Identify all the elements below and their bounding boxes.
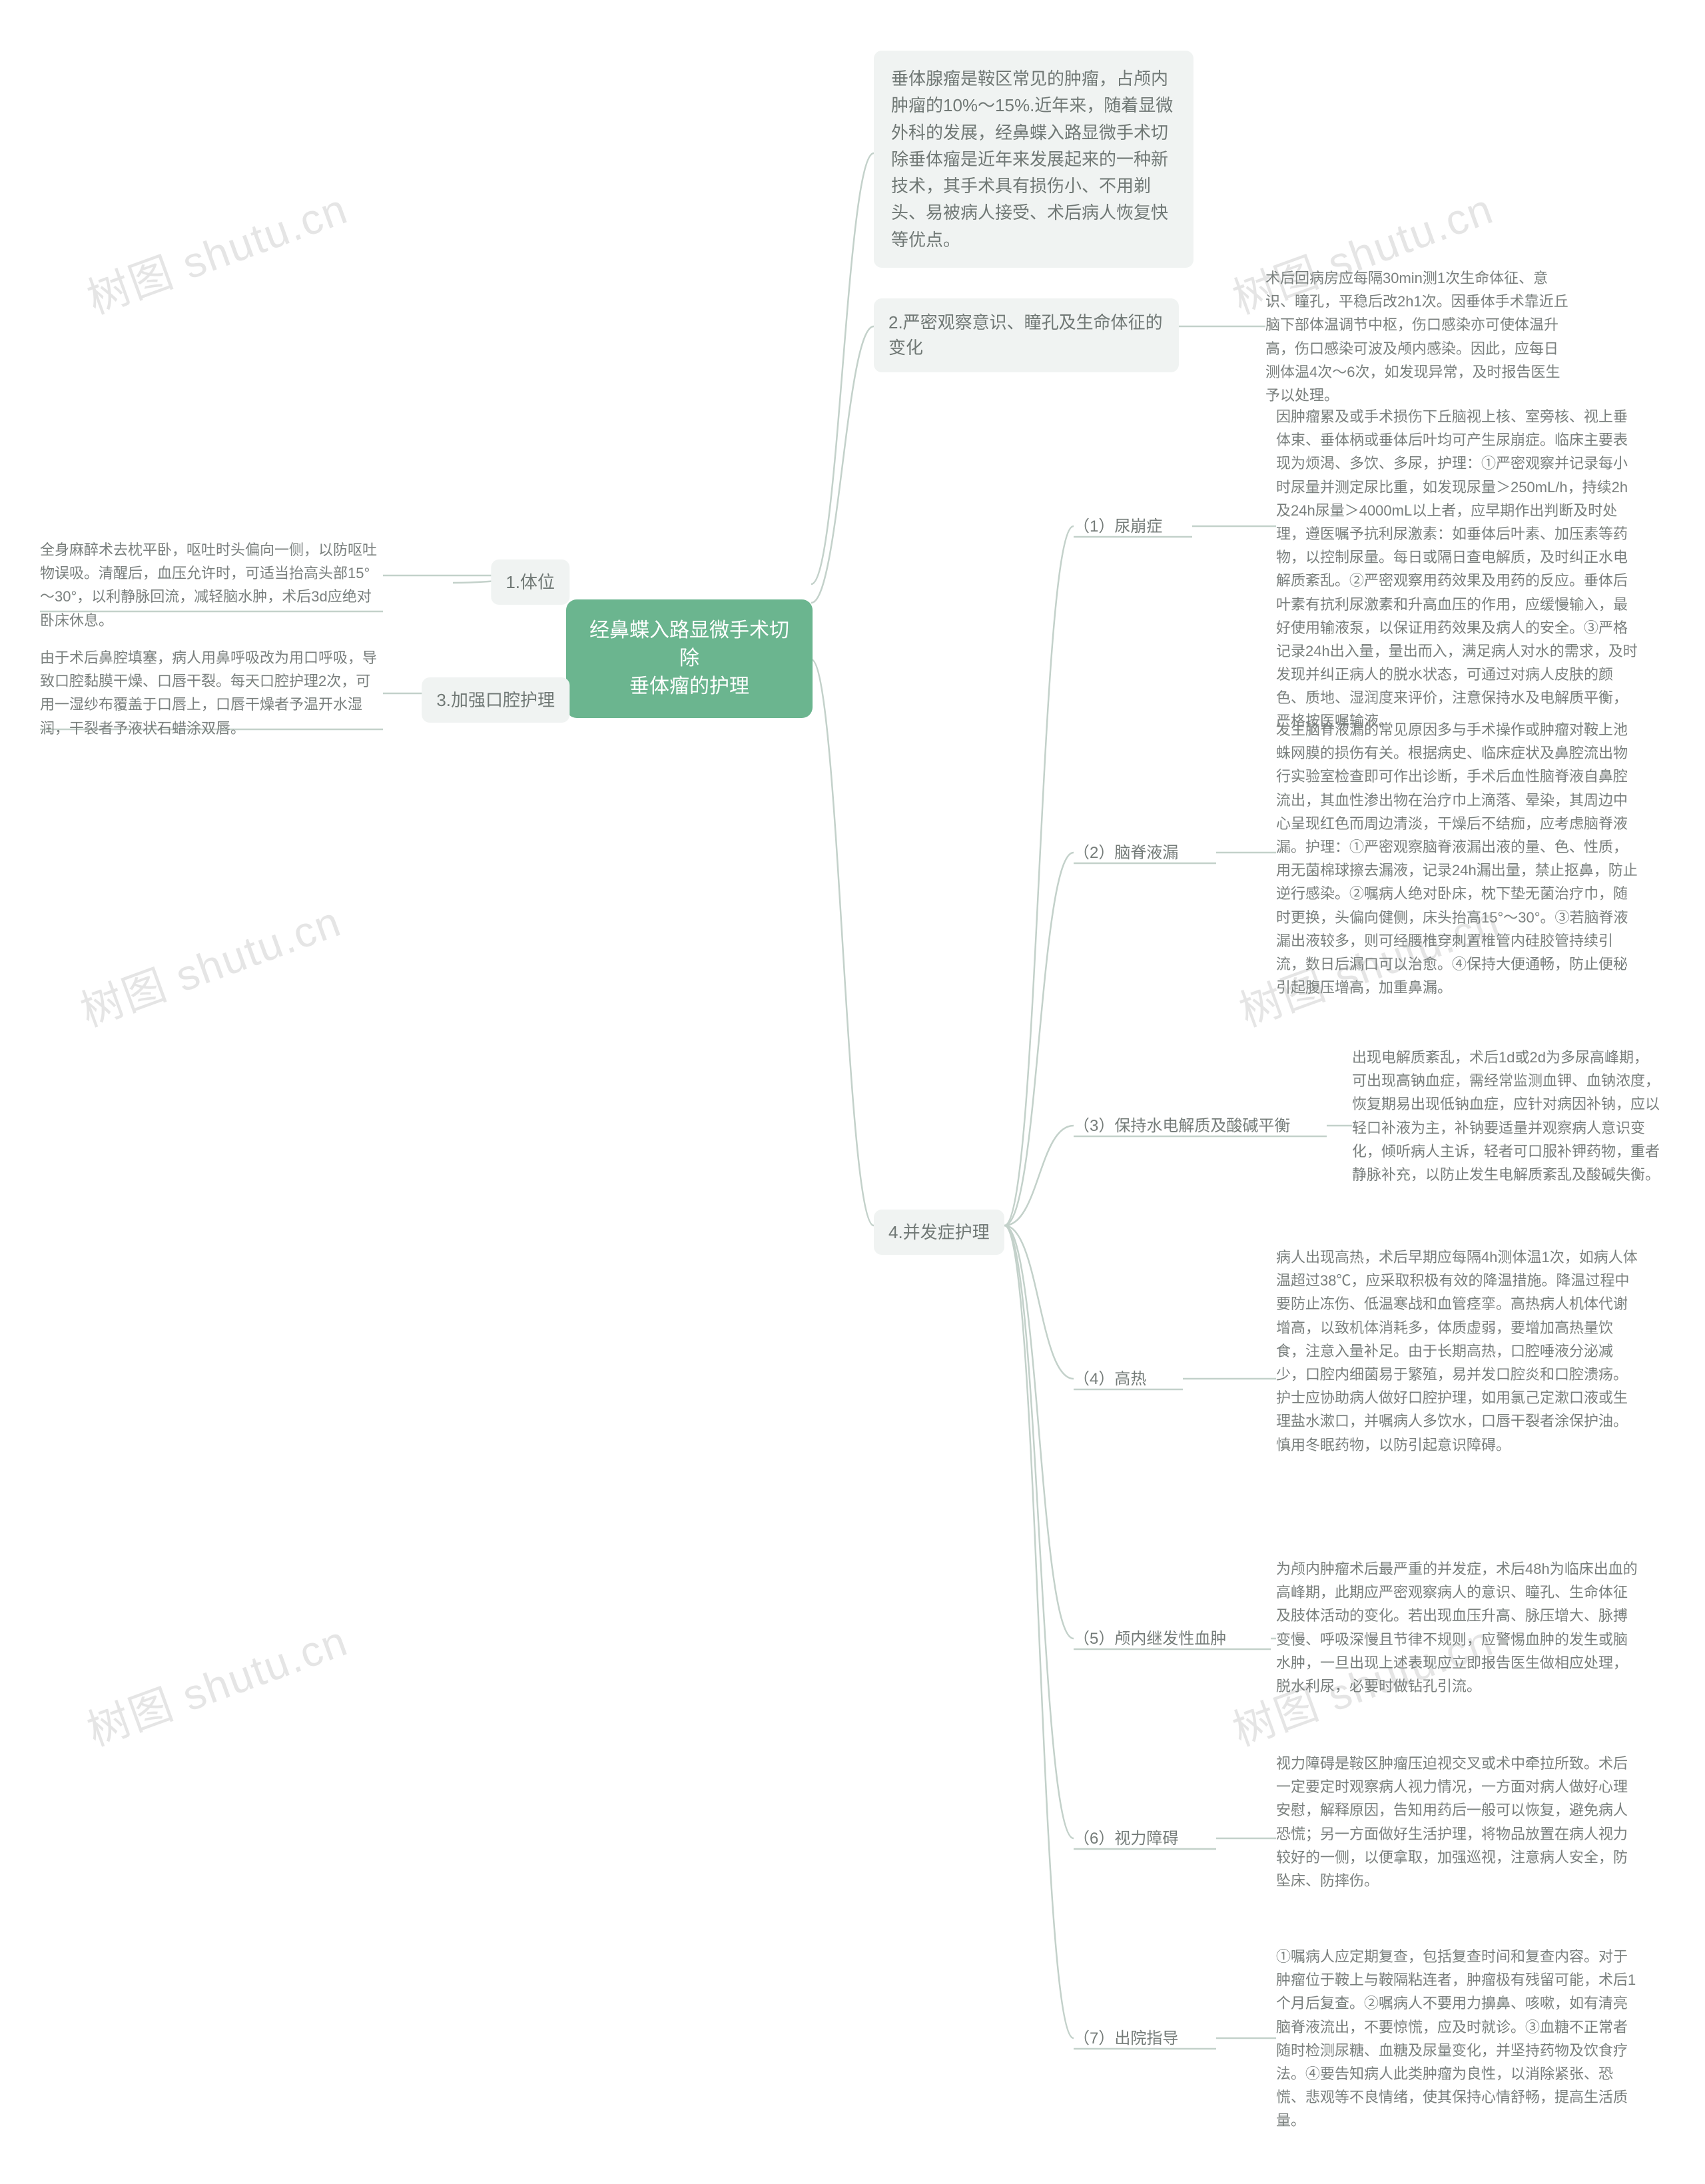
watermark: 树图 shutu.cn xyxy=(78,175,355,326)
sub-4-label: （4）高热 xyxy=(1074,1367,1146,1391)
sub-6-leaf: 视力障碍是鞍区肿瘤压迫视交叉或术中牵拉所致。术后一定要定时观察病人视力情况，一方… xyxy=(1276,1752,1639,1892)
branch-1-leaf: 全身麻醉术去枕平卧，呕吐时头偏向一侧，以防呕吐物误吸。清醒后，血压允许时，可适当… xyxy=(40,538,383,632)
center-node: 经鼻蝶入路显微手术切除 垂体瘤的护理 xyxy=(566,599,813,718)
watermark: 树图 shutu.cn xyxy=(78,1607,355,1758)
branch-2: 2.严密观察意识、瞳孔及生命体征的变化 xyxy=(874,298,1179,372)
sub-6-label: （6）视力障碍 xyxy=(1074,1826,1178,1851)
intro-block: 垂体腺瘤是鞍区常见的肿瘤，占颅内肿瘤的10%～15%.近年来，随着显微外科的发展… xyxy=(874,51,1194,268)
branch-3-leaf: 由于术后鼻腔填塞，病人用鼻呼吸改为用口呼吸，导致口腔黏膜干燥、口唇干裂。每天口腔… xyxy=(40,646,383,740)
sub-7-label: （7）出院指导 xyxy=(1074,2026,1178,2051)
branch-1: 1.体位 xyxy=(491,559,569,605)
branch-3: 3.加强口腔护理 xyxy=(422,677,569,723)
branch-2-leaf: 术后回病房应每隔30min测1次生命体征、意识、瞳孔，平稳后改2h1次。因垂体手… xyxy=(1265,266,1568,407)
sub-5-leaf: 为颅内肿瘤术后最严重的并发症，术后48h为临床出血的高峰期，此期应严密观察病人的… xyxy=(1276,1557,1639,1698)
sub-2-label: （2）脑脊液漏 xyxy=(1074,841,1178,865)
center-line2: 垂体瘤的护理 xyxy=(629,675,749,697)
sub-7-leaf: ①嘱病人应定期复查，包括复查时间和复查内容。对于肿瘤位于鞍上与鞍隔粘连者，肿瘤极… xyxy=(1276,1945,1639,2133)
sub-1-leaf: 因肿瘤累及或手术损伤下丘脑视上核、室旁核、视上垂体束、垂体柄或垂体后叶均可产生尿… xyxy=(1276,405,1639,733)
sub-3-label: （3）保持水电解质及酸碱平衡 xyxy=(1074,1114,1290,1138)
watermark: 树图 shutu.cn xyxy=(71,888,348,1039)
sub-1-label: （1）尿崩症 xyxy=(1074,514,1162,539)
sub-4-leaf: 病人出现高热，术后早期应每隔4h测体温1次，如病人体温超过38℃，应采取积极有效… xyxy=(1276,1246,1639,1457)
sub-5-label: （5）颅内继发性血肿 xyxy=(1074,1627,1226,1651)
sub-3-leaf: 出现电解质紊乱，术后1d或2d为多尿高峰期，可出现高钠血症，需经常监测血钾、血钠… xyxy=(1352,1046,1662,1186)
center-line1: 经鼻蝶入路显微手术切除 xyxy=(589,619,789,669)
sub-2-leaf: 发生脑脊液漏的常见原因多与手术操作或肿瘤对鞍上池蛛网膜的损伤有关。根据病史、临床… xyxy=(1276,718,1639,999)
branch-4: 4.并发症护理 xyxy=(874,1210,1004,1255)
